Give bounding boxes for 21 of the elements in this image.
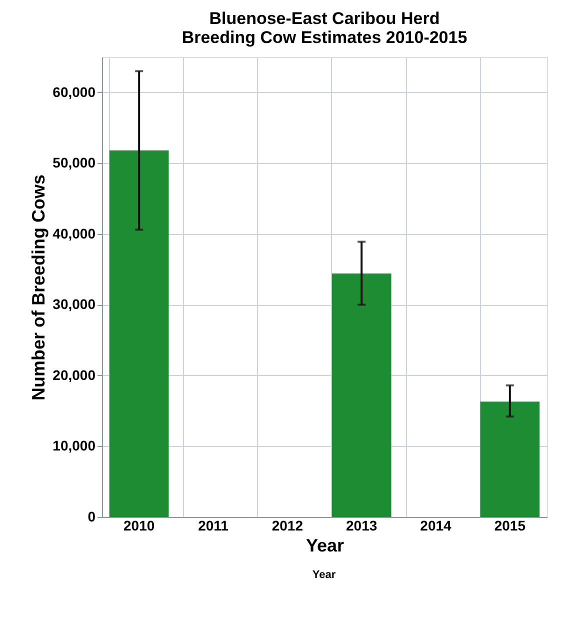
x-tick-label: 2011: [198, 518, 229, 534]
bar: [332, 274, 392, 517]
y-tick-label: 60,000: [52, 84, 96, 100]
text: Year: [312, 569, 336, 581]
bar: [480, 402, 540, 517]
x-tick-label: 2012: [272, 518, 304, 534]
y-tick-label: 30,000: [52, 296, 96, 312]
x-tick-label: 2013: [346, 518, 378, 534]
y-axis-title: Number of Breeding Cows: [28, 174, 49, 401]
y-tick-label: 40,000: [52, 225, 96, 242]
x-tick-label: 2015: [494, 518, 526, 534]
text: Breeding Cow Estimates 2010-2015: [182, 28, 468, 47]
x-tick-label: 2010: [124, 518, 155, 534]
y-tick-label: 20,000: [52, 366, 96, 383]
text: Bluenose-East Caribou Herd: [209, 9, 440, 28]
y-tick-label: 50,000: [52, 154, 96, 171]
x-axis-title: Year: [306, 536, 344, 556]
x-tick-label: 2014: [420, 518, 452, 534]
bar: [109, 150, 169, 517]
y-tick-label: 10,000: [52, 438, 96, 454]
y-tick-label: 0: [88, 508, 96, 524]
